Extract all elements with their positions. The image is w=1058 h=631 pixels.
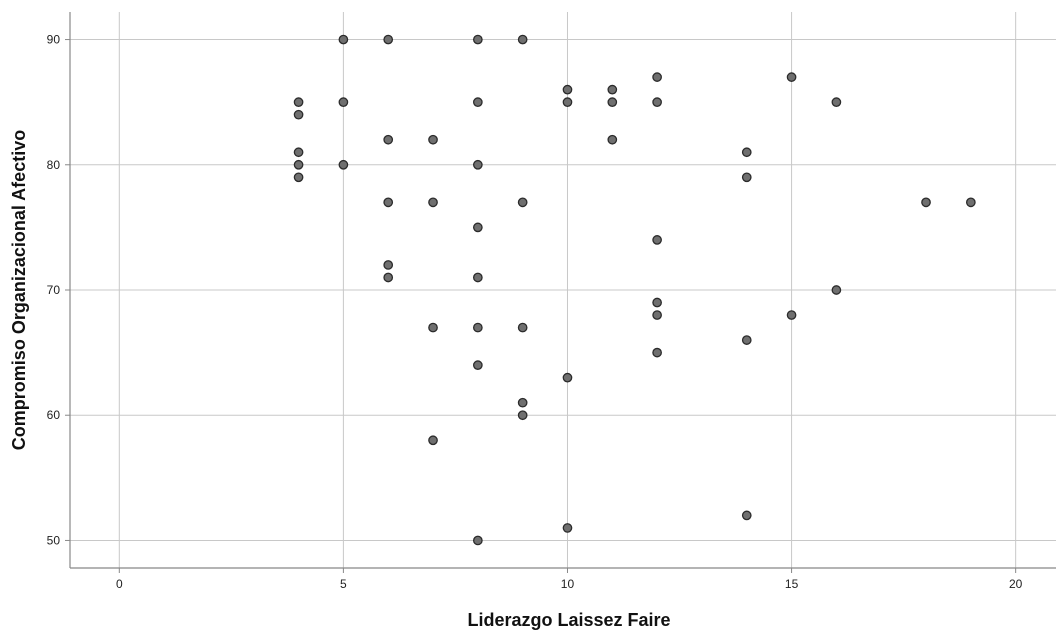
y-tick-label: 60 [47,408,61,422]
data-point [652,347,662,358]
data-point [652,235,662,245]
data-point [383,272,394,283]
data-point [428,435,438,446]
x-tick-label: 15 [785,577,799,591]
data-point [741,510,752,521]
data-point [517,34,528,45]
data-point [293,172,304,183]
data-point [562,84,573,95]
data-point [293,109,304,120]
data-point [383,134,394,145]
data-point [652,310,662,320]
data-point [383,34,394,45]
data-point [607,97,618,108]
data-point [741,147,752,158]
data-point [965,197,976,208]
data-point [472,34,483,45]
data-point [562,372,573,383]
data-point [383,260,394,270]
data-point [383,197,394,208]
data-point [428,322,438,333]
data-point [428,197,438,208]
axes [65,12,1056,573]
data-point [472,222,483,233]
x-tick-label: 0 [116,577,123,591]
data-point [517,197,528,208]
data-point [338,97,349,108]
tick-labels: 0 5 10 15 20 50 60 70 80 90 [47,33,1023,591]
data-point [293,159,304,170]
y-axis-title: Compromiso Organizacional Afectivo [9,130,29,450]
y-tick-label: 70 [47,283,61,297]
data-point [562,523,573,533]
data-point [472,535,483,546]
data-point [293,97,304,108]
data-point [428,134,438,145]
data-point [652,297,662,308]
data-point [472,360,483,370]
data-point [786,72,797,82]
data-point [607,84,618,95]
x-tick-label: 5 [340,577,347,591]
data-point [472,159,483,170]
data-point [472,272,483,283]
y-tick-label: 50 [47,533,61,547]
y-tick-label: 90 [47,33,61,47]
data-point [517,397,528,408]
data-point [338,34,349,45]
data-point [517,322,528,333]
data-point [293,147,304,158]
data-point [652,97,662,108]
data-point [472,97,483,108]
data-point [652,72,662,82]
data-point [607,134,618,145]
data-point [517,410,528,421]
data-point [921,197,931,208]
data-point [741,335,752,345]
x-tick-label: 10 [561,577,575,591]
x-tick-label: 20 [1009,577,1023,591]
data-point [831,97,842,108]
data-point [338,159,349,170]
data-points [293,34,976,546]
data-point [786,310,797,320]
data-point [741,172,752,183]
data-point [562,97,573,108]
data-point [831,285,842,295]
y-tick-label: 80 [47,158,61,172]
x-axis-title: Liderazgo Laissez Faire [467,610,670,630]
data-point [472,322,483,333]
grid-lines [70,12,1056,568]
